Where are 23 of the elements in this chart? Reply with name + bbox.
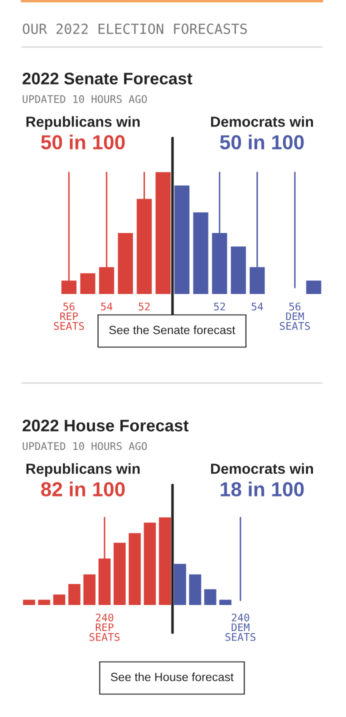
text: 18 in 100 [220,482,304,496]
chart-title: 2022 Senate Forecast [22,72,192,84]
chart-subtitle: UPDATED 10 HOURS AGO [22,442,147,450]
x-tick-label: 54 [101,302,112,310]
text: Democrats win [211,116,313,127]
x-tick-label: 56 DEM SEATS [280,302,310,330]
chart-subtitle: UPDATED 10 HOURS AGO [22,95,147,104]
x-tick-label: 240 REP SEATS [90,614,120,641]
text: 82 in 100 [41,482,125,496]
text: Democrats win [211,463,313,474]
text: Republicans win [26,116,140,130]
text: 50 in 100 [220,134,304,150]
text: OUR 2022 ELECTION FORECASTS [22,24,247,34]
text: See the House forecast [110,672,234,682]
text: See the Senate forecast [109,325,236,334]
x-tick-label: 54 [252,302,263,310]
x-tick-label: 56 REP SEATS [54,302,84,330]
x-tick-label: 52 [138,302,150,310]
x-tick-label: 240 DEM SEATS [225,614,256,641]
text: Republicans win [26,463,140,477]
chart-title: 2022 House Forecast [22,420,189,432]
x-tick-label: 52 [214,302,225,310]
text: 50 in 100 [41,134,125,150]
